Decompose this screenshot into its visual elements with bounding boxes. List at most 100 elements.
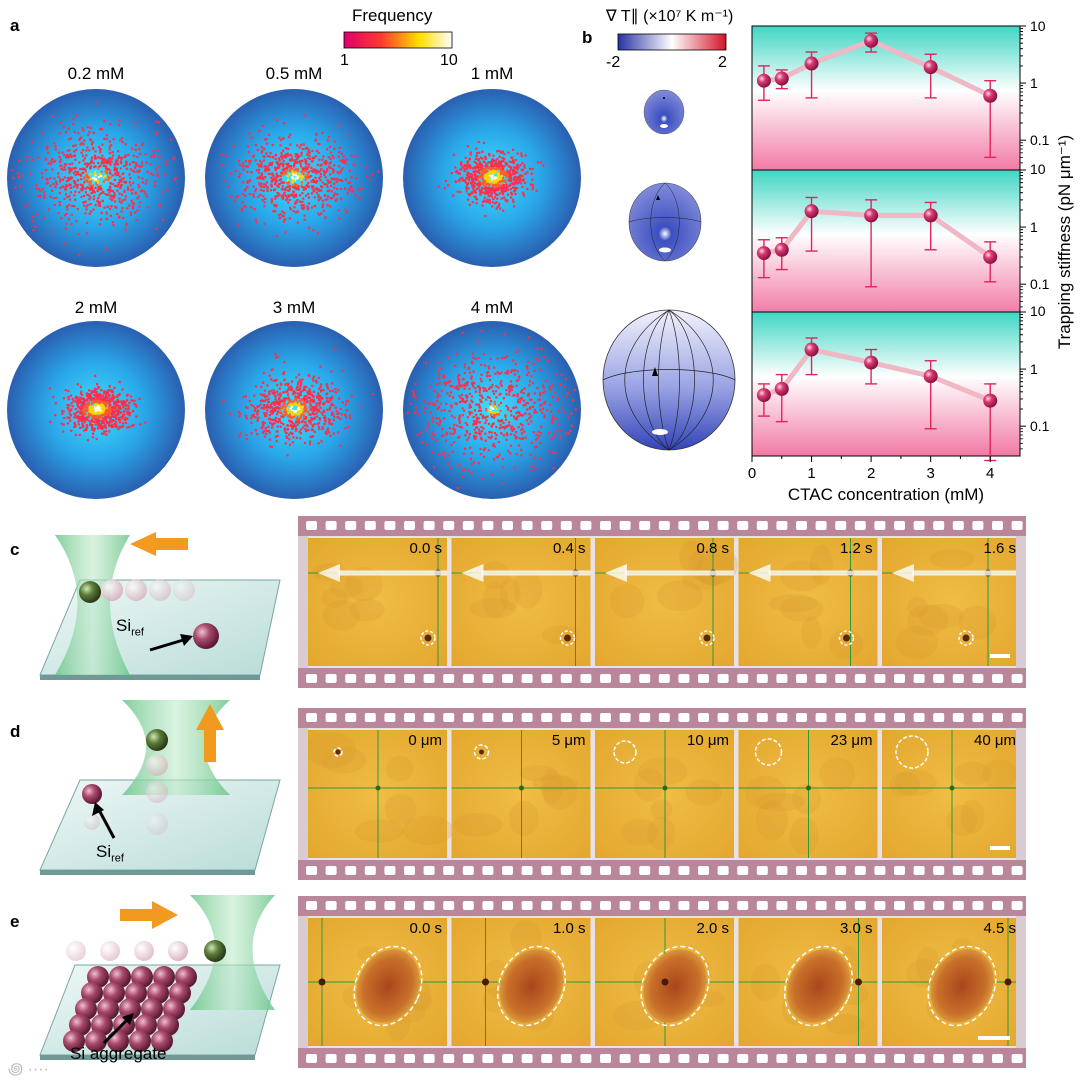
position-map-0 — [7, 89, 185, 267]
data-point-2-1 — [774, 381, 789, 396]
frame-0 — [308, 918, 447, 1046]
map-label-0: 0.2 mM — [67, 64, 125, 83]
temp-colorbar — [617, 33, 727, 51]
arrow-left-icon — [130, 532, 188, 556]
frame-2 — [595, 918, 734, 1046]
frequency-colorbar — [343, 31, 453, 49]
frame-3 — [738, 918, 878, 1046]
map-label-3: 2 mM — [74, 298, 118, 317]
data-point-1-1 — [774, 242, 789, 257]
scale-bar — [990, 654, 1010, 658]
scatter-points — [220, 114, 380, 238]
y-tick-label: 0.1 — [1030, 132, 1050, 148]
x-tick-label: 3 — [926, 465, 934, 482]
temp-colorbar-title: ∇ T∥ (×10⁷ K m⁻¹) — [606, 8, 734, 25]
film-strip-d — [298, 708, 1026, 880]
frame-1 — [451, 730, 591, 858]
frame-label-d-1: 5 μm — [551, 732, 586, 749]
frame-label-e-4: 4.5 s — [983, 920, 1016, 937]
map-label-5: 4 mM — [470, 298, 514, 317]
data-point-2-0 — [756, 388, 771, 403]
arrow-up-icon — [196, 704, 224, 762]
temp-colorbar-min: -2 — [606, 54, 621, 71]
y-tick-label: 10 — [1030, 18, 1046, 34]
map-label-4: 3 mM — [272, 298, 316, 317]
frame-label-e-1: 1.0 s — [552, 920, 586, 937]
frame-2 — [595, 730, 734, 858]
data-point-2-5 — [983, 393, 998, 408]
frame-label-d-4: 40 μm — [974, 732, 1016, 749]
frame-3 — [738, 538, 878, 666]
scatter-points — [11, 101, 177, 256]
scatter-points — [437, 140, 545, 218]
sphere-small — [643, 89, 685, 135]
y-tick-label: 1 — [1030, 361, 1038, 377]
scale-bar — [978, 1036, 1010, 1040]
arrow-left-icon — [461, 564, 484, 582]
map-label-2: 1 mM — [470, 64, 514, 83]
data-point-1-3 — [864, 208, 879, 223]
data-point-1-2 — [804, 204, 819, 219]
y-tick-label: 1 — [1030, 219, 1038, 235]
panel-label-c: c — [10, 540, 20, 559]
data-point-2-2 — [804, 342, 819, 357]
frame-3 — [738, 730, 878, 858]
frame-label-c-1: 0.4 s — [552, 540, 586, 557]
frame-label-d-0: 0 μm — [408, 732, 442, 749]
data-point-1-0 — [756, 246, 771, 261]
si-aggregate-label: Si aggregate — [70, 1044, 167, 1063]
plot-strip-1 — [751, 169, 1021, 315]
watermark: ꩜ ···· — [8, 1061, 49, 1078]
scatter-points — [406, 329, 577, 490]
x-tick-label: 4 — [986, 465, 994, 482]
panel-label-e: e — [10, 912, 20, 931]
data-point-0-5 — [983, 88, 998, 103]
position-map-5 — [403, 321, 581, 499]
frame-label-c-3: 1.2 s — [839, 540, 873, 557]
arrow-left-icon — [892, 564, 914, 582]
x-tick-label: 1 — [807, 465, 815, 482]
y-axis-label: Trapping stiffness (pN μm⁻¹) — [1055, 135, 1074, 349]
frame-2 — [595, 538, 738, 666]
panel-label-a: a — [10, 16, 20, 35]
panel-label-b: b — [582, 28, 593, 47]
plot-strip-2 — [751, 311, 1021, 457]
data-point-0-4 — [923, 60, 938, 75]
frame-1 — [451, 538, 591, 666]
film-strip-c — [298, 516, 1026, 688]
scatter-points — [222, 348, 375, 457]
data-point-2-3 — [864, 355, 879, 370]
frequency-colorbar-max: 10 — [440, 52, 458, 69]
schematic-c — [39, 532, 281, 680]
si-ref-label-d: Siref — [96, 842, 124, 865]
frequency-colorbar-min: 1 — [340, 52, 349, 69]
frame-0 — [306, 730, 454, 858]
data-point-0-2 — [804, 56, 819, 71]
frame-label-e-3: 3.0 s — [839, 920, 873, 937]
position-map-3 — [7, 321, 185, 499]
frequency-colorbar-title: Frequency — [352, 6, 433, 25]
x-tick-label: 2 — [867, 465, 875, 482]
frame-label-c-4: 1.6 s — [983, 540, 1016, 557]
schematic-d — [39, 700, 281, 875]
scatter-points — [48, 374, 147, 442]
map-label-1: 0.5 mM — [265, 64, 323, 83]
frame-4 — [882, 918, 1021, 1046]
position-map-1 — [205, 89, 383, 267]
frame-0 — [308, 538, 447, 666]
y-tick-label: 0.1 — [1030, 276, 1050, 292]
si-ref-label-c: Siref — [116, 616, 144, 639]
film-strip-e — [298, 896, 1026, 1068]
temp-colorbar-max: 2 — [718, 54, 727, 71]
frame-label-d-3: 23 μm — [830, 732, 873, 749]
frame-label-c-2: 0.8 s — [696, 540, 729, 557]
x-axis-label: CTAC concentration (mM) — [788, 485, 984, 504]
data-point-0-0 — [756, 73, 771, 88]
x-tick-label: 0 — [748, 465, 756, 482]
data-point-2-4 — [923, 369, 938, 384]
sphere-large — [602, 309, 736, 451]
sphere-medium — [628, 182, 702, 262]
arrow-left-icon — [605, 564, 627, 582]
frame-label-c-0: 0.0 s — [409, 540, 442, 557]
